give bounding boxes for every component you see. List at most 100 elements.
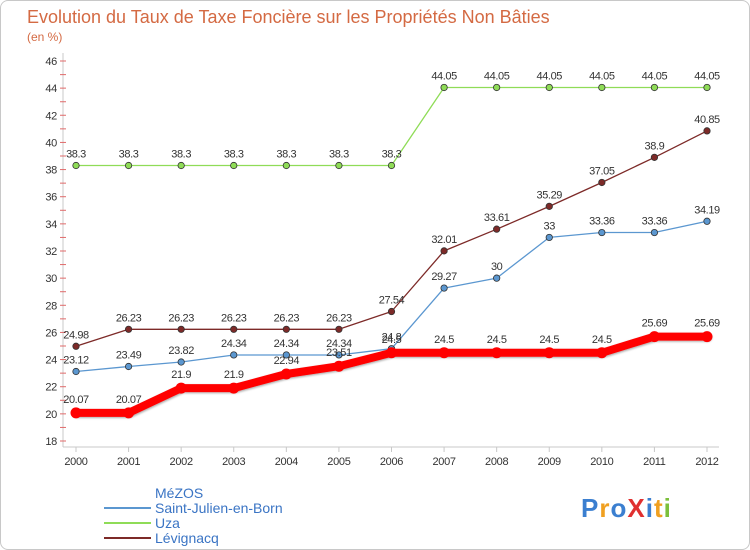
data-point [545,83,553,92]
data-point [175,382,187,394]
data-point [124,161,133,170]
data-label: 37.05 [589,165,615,177]
data-label: 26.23 [326,312,352,324]
data-point [177,358,185,366]
data-point [177,325,185,333]
data-point [703,83,711,92]
x-tick-label: 2005 [327,456,350,468]
y-tick-label: 38 [45,165,57,177]
data-label: 20.07 [63,394,89,406]
data-label: 44.05 [431,70,457,82]
data-label: 44.05 [589,70,615,82]
data-point [386,347,397,359]
proxiti-logo: ProXiti [581,493,672,523]
data-label: 24.34 [326,338,352,350]
data-point [335,325,343,333]
data-label: 24.8 [382,332,402,344]
y-tick-label: 22 [45,382,57,394]
data-point [282,351,290,359]
x-tick-label: 2008 [485,456,508,468]
data-point [440,284,448,292]
data-label: 26.23 [116,312,142,324]
data-point [124,325,133,333]
data-label: 24.5 [434,334,454,346]
data-label: 44.05 [536,70,562,82]
data-label: 38.3 [224,149,244,161]
data-point [123,407,135,419]
x-tick-label: 2006 [380,456,403,468]
data-label: 44.05 [484,70,510,82]
data-label: 44.05 [642,70,668,82]
data-point [387,307,396,316]
data-point [440,83,448,92]
data-point [280,368,292,380]
logo-letter: t [654,493,664,523]
legend-label: MéZOS [155,485,203,501]
x-tick-label: 2002 [170,456,193,468]
data-point [545,233,553,242]
y-tick-label: 28 [45,300,57,312]
data-point [650,153,659,161]
data-label: 21.9 [224,369,244,381]
data-point [596,347,608,359]
data-point [648,331,660,343]
data-point [650,228,659,237]
data-point [493,274,501,282]
data-label: 44.05 [694,70,720,82]
series-points [70,83,713,419]
data-point [230,325,238,333]
data-label: 23.49 [116,349,142,361]
y-tick-label: 30 [45,273,57,285]
data-labels: 24.98 26.23 26.23 26.23 26.23 26.23 27.54 32.01… [63,70,720,405]
data-label: 25.69 [694,318,720,330]
y-tick-label: 26 [45,327,57,339]
data-point [493,225,501,233]
data-label: 26.23 [221,312,247,324]
data-point [282,161,290,170]
data-label: 24.98 [63,329,89,341]
legend-label: Uza [155,515,180,531]
y-tick-label: 24 [45,355,57,367]
data-point [650,83,659,92]
axes: 18 20 22 24 26 28 30 32 34 36 38 40 42 44 46 2000 2001 20… [45,53,719,468]
unit-label: (en %) [27,30,62,44]
data-label: 27.54 [379,295,405,307]
data-label: 33.61 [484,212,510,224]
data-point [545,202,553,210]
y-tick-label: 34 [45,219,57,231]
data-label: 38.3 [119,149,139,161]
x-tick-label: 2010 [590,456,613,468]
data-point [703,127,711,135]
data-label: 38.3 [66,149,86,161]
data-point [438,347,450,359]
data-point [701,331,713,343]
data-label: 38.9 [645,140,665,152]
data-label: 38.3 [382,149,402,161]
data-point [177,161,185,170]
data-label: 24.34 [221,338,247,350]
data-point [72,161,80,170]
legend-label: Lévignacq [155,530,219,546]
data-point [387,161,396,170]
x-tick-label: 2011 [643,456,666,468]
data-label: 24.5 [592,334,612,346]
y-tick-label: 18 [45,436,57,448]
x-tick-label: 2003 [222,456,245,468]
data-point [230,161,238,170]
y-tick-label: 32 [45,246,57,258]
data-label: 20.07 [116,394,142,406]
y-tick-label: 46 [45,56,57,68]
data-label: 40.85 [694,114,720,126]
data-point [491,347,503,359]
data-label: 24.5 [487,334,507,346]
data-label: 22.94 [274,355,300,367]
x-tick-label: 2012 [695,456,718,468]
x-tick-label: 2004 [275,456,298,468]
y-tick-label: 36 [45,192,57,204]
data-label: 35.29 [536,189,562,201]
data-label: 24.34 [274,338,300,350]
data-label: 38.3 [276,149,296,161]
data-label: 33.36 [642,216,668,228]
